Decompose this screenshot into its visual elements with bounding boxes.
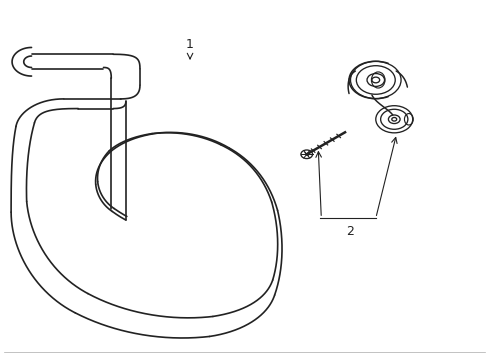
Text: 1: 1 xyxy=(186,39,194,51)
Text: 2: 2 xyxy=(346,225,354,238)
